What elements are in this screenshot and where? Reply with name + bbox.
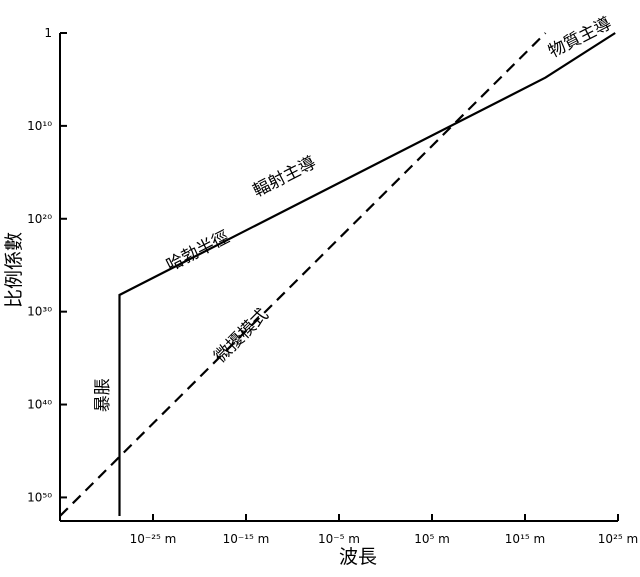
x-tick-label: 10⁻⁵ m [318, 532, 360, 546]
x-tick-label: 10²⁵ m [598, 532, 638, 546]
annotation: 微擾模式 [210, 305, 272, 367]
y-tick-label: 10³⁰ [27, 305, 52, 319]
y-tick-label: 10²⁰ [27, 212, 52, 226]
x-tick-label: 10⁻²⁵ m [130, 532, 177, 546]
y-axis-label: 比例係數 [3, 232, 25, 308]
y-tick-label: 10⁴⁰ [27, 398, 52, 412]
x-tick-label: 10¹⁵ m [505, 532, 545, 546]
line [118, 32, 616, 516]
y-tick-label: 10¹⁰ [27, 119, 52, 133]
annotation: 哈勃半徑 [163, 227, 233, 276]
y-tick-label: 10⁵⁰ [27, 490, 52, 504]
x-tick-label: 10⁻¹⁵ m [223, 532, 270, 546]
annotation: 輻射主導 [250, 153, 320, 202]
x-axis-label: 波長 [339, 546, 377, 568]
y-tick-label: 1 [44, 26, 52, 40]
line [59, 32, 547, 517]
annotation: 暴脹 [93, 378, 113, 412]
x-tick-label: 10⁵ m [414, 532, 450, 546]
